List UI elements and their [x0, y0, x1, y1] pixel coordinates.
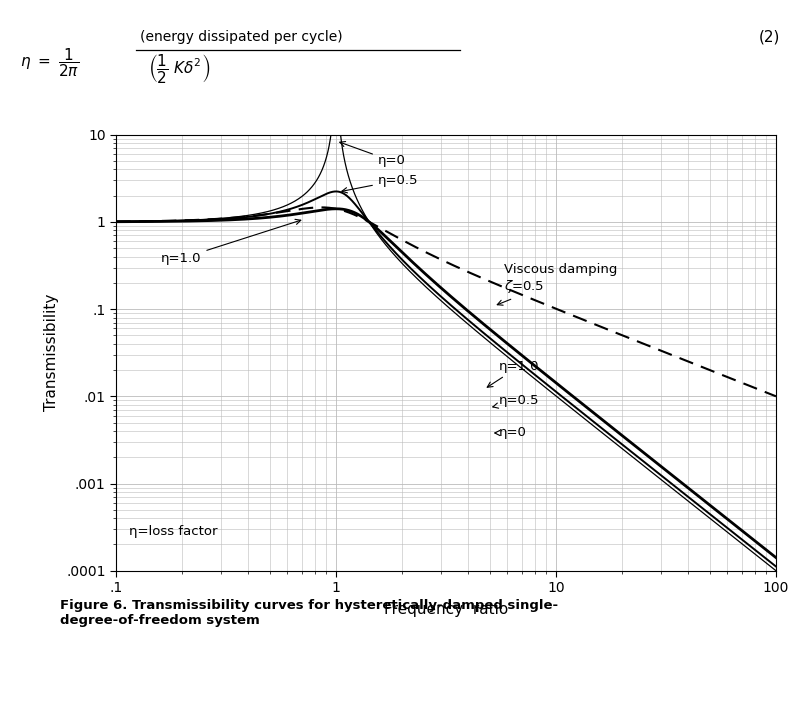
- Text: η=1.0: η=1.0: [161, 219, 301, 265]
- Text: η=0: η=0: [494, 427, 526, 440]
- Text: η=0.5: η=0.5: [493, 393, 539, 408]
- Text: (energy dissipated per cycle): (energy dissipated per cycle): [140, 30, 342, 44]
- Text: $\eta\ =\ \dfrac{1}{2\pi}$: $\eta\ =\ \dfrac{1}{2\pi}$: [20, 46, 79, 79]
- Text: η=1.0: η=1.0: [487, 360, 539, 387]
- Text: η=loss factor: η=loss factor: [130, 525, 218, 538]
- X-axis label: Frequency  ratio: Frequency ratio: [384, 602, 508, 617]
- Text: (2): (2): [758, 30, 780, 45]
- Text: η=0: η=0: [340, 142, 406, 167]
- Text: η=0.5: η=0.5: [342, 174, 418, 193]
- Text: Figure 6. Transmissibility curves for hysteretically-damped single-
degree-of-fr: Figure 6. Transmissibility curves for hy…: [60, 599, 558, 627]
- Text: Viscous damping
$\zeta$=0.5: Viscous damping $\zeta$=0.5: [498, 263, 618, 305]
- Y-axis label: Transmissibility: Transmissibility: [44, 294, 59, 411]
- Text: $\left(\dfrac{1}{2}\ K\delta^2\right)$: $\left(\dfrac{1}{2}\ K\delta^2\right)$: [148, 52, 210, 85]
